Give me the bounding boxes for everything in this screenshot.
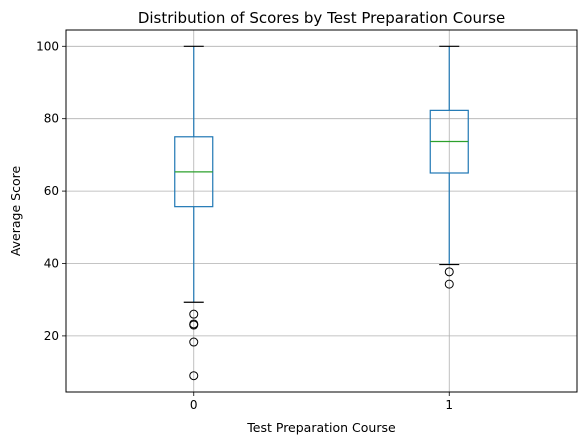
outlier-point (444, 267, 454, 277)
box-group-1 (429, 45, 469, 289)
outlier-point (189, 371, 199, 381)
x-tick-label: 0 (190, 398, 198, 412)
outlier-point (444, 279, 454, 289)
y-tick-label: 100 (36, 39, 59, 53)
y-tick-label: 80 (44, 112, 59, 126)
outlier-point (189, 320, 199, 330)
x-tick-label: 1 (445, 398, 453, 412)
chart-title: Distribution of Scores by Test Preparati… (138, 9, 505, 27)
boxes (174, 45, 469, 381)
y-axis-label: Average Score (8, 166, 23, 257)
box-group-0 (174, 45, 214, 381)
x-axis-label: Test Preparation Course (246, 420, 396, 435)
outlier-point (189, 309, 199, 319)
axis-ticks: 20 40 60 80 100 0 1 (36, 39, 453, 412)
y-tick-label: 40 (44, 256, 59, 270)
outlier-point (189, 337, 199, 347)
y-tick-label: 60 (44, 184, 59, 198)
plot-frame (65, 29, 578, 393)
y-tick-label: 20 (44, 329, 59, 343)
